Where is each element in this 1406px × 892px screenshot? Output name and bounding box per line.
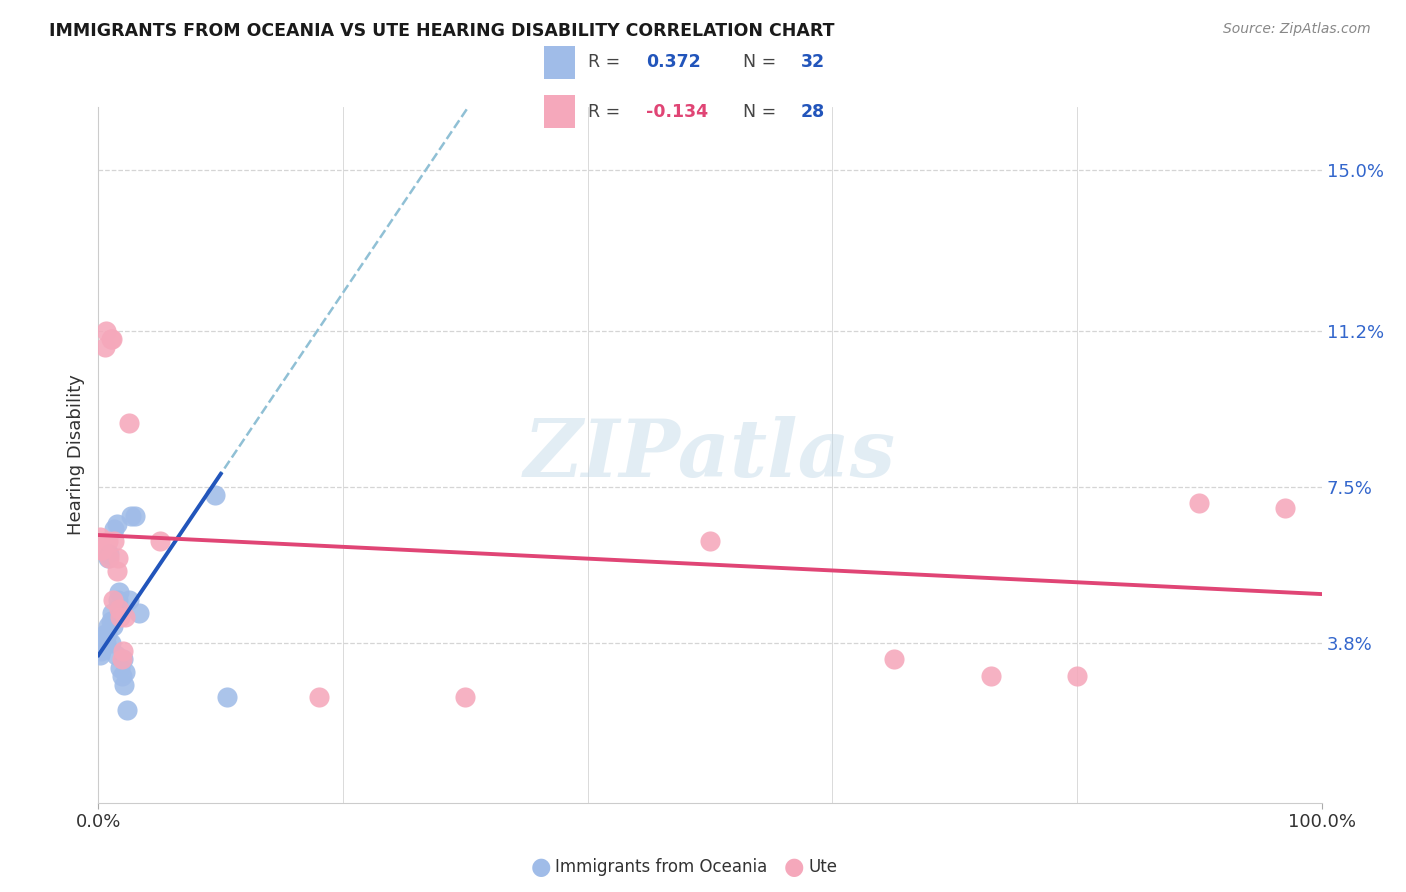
Point <box>1274 500 1296 515</box>
Point <box>128 606 150 620</box>
Point <box>110 661 132 675</box>
Point <box>103 522 125 536</box>
Point <box>105 517 128 532</box>
Text: IMMIGRANTS FROM OCEANIA VS UTE HEARING DISABILITY CORRELATION CHART: IMMIGRANTS FROM OCEANIA VS UTE HEARING D… <box>49 22 835 40</box>
Text: R =: R = <box>588 103 626 120</box>
Point <box>111 669 134 683</box>
Point <box>111 652 134 666</box>
Point <box>1188 496 1211 510</box>
Point <box>89 530 111 544</box>
Point <box>149 534 172 549</box>
Text: ●: ● <box>785 855 804 879</box>
Point <box>101 332 124 346</box>
Point <box>101 606 124 620</box>
Point <box>93 627 115 641</box>
Point <box>100 615 122 629</box>
Point <box>101 618 124 632</box>
Point <box>124 509 146 524</box>
Bar <box>544 95 575 128</box>
Point <box>90 542 112 557</box>
Text: -0.134: -0.134 <box>645 103 707 120</box>
Point <box>115 703 138 717</box>
Point <box>98 551 121 566</box>
Text: 28: 28 <box>801 103 825 120</box>
Point <box>96 627 118 641</box>
Point <box>91 640 114 654</box>
Point <box>114 610 136 624</box>
Point <box>94 324 117 338</box>
Text: Immigrants from Oceania: Immigrants from Oceania <box>555 858 768 876</box>
Point <box>94 635 117 649</box>
Point <box>107 593 129 607</box>
Bar <box>544 45 575 78</box>
Point <box>89 648 111 663</box>
Point <box>110 610 132 624</box>
Point <box>114 665 136 679</box>
Point <box>101 593 124 607</box>
Point <box>111 652 134 666</box>
Point <box>97 618 120 632</box>
Point <box>105 564 128 578</box>
Point <box>91 635 114 649</box>
Point <box>204 488 226 502</box>
Point <box>120 509 142 524</box>
Point <box>308 690 330 705</box>
Point <box>118 593 141 607</box>
Point <box>107 551 129 566</box>
Y-axis label: Hearing Disability: Hearing Disability <box>66 375 84 535</box>
Text: N =: N = <box>744 54 782 71</box>
Point <box>108 585 131 599</box>
Point <box>97 534 120 549</box>
Text: R =: R = <box>588 54 626 71</box>
Point <box>93 340 115 354</box>
Point <box>104 648 127 663</box>
Point <box>883 652 905 666</box>
Point <box>980 669 1002 683</box>
Point <box>112 678 135 692</box>
Point <box>91 542 114 557</box>
Text: N =: N = <box>744 103 782 120</box>
Point <box>90 644 112 658</box>
Point <box>100 332 122 346</box>
Point <box>108 602 131 616</box>
Point <box>215 690 238 705</box>
Text: ZIPatlas: ZIPatlas <box>524 417 896 493</box>
Point <box>100 635 122 649</box>
Point <box>118 417 141 431</box>
Point <box>454 690 477 705</box>
Text: Ute: Ute <box>808 858 838 876</box>
Point <box>111 644 134 658</box>
Text: ●: ● <box>531 855 551 879</box>
Text: Source: ZipAtlas.com: Source: ZipAtlas.com <box>1223 22 1371 37</box>
Point <box>93 635 115 649</box>
Point <box>97 551 120 566</box>
Point <box>1066 669 1088 683</box>
Point <box>98 547 121 561</box>
Text: 32: 32 <box>801 54 825 71</box>
Point <box>699 534 721 549</box>
Point <box>103 534 125 549</box>
Text: 0.372: 0.372 <box>645 54 700 71</box>
